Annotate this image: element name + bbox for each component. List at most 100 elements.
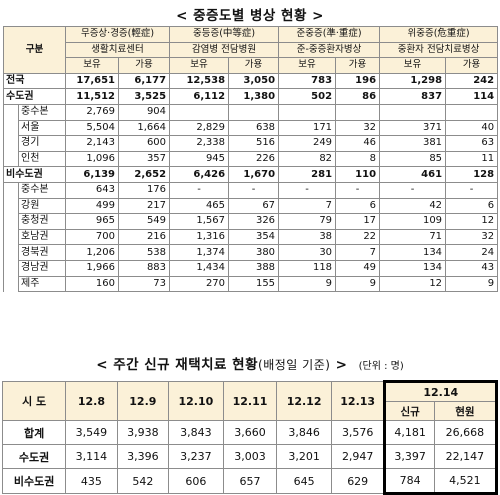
value-cell: 9	[445, 275, 499, 293]
value-cell: 3,549	[65, 420, 118, 445]
indent-cell	[3, 135, 19, 152]
value-cell: 67	[228, 197, 280, 215]
sub-header-new: 신규	[383, 401, 435, 421]
value-cell: 3,660	[222, 420, 278, 445]
date-header: 12.11	[222, 381, 278, 421]
value-cell: 32	[335, 119, 381, 137]
table-row: 인천 1,096 357 945 226 82 8 85 11	[3, 150, 499, 168]
region-label: 전국	[2, 72, 67, 90]
value-cell: 30	[278, 244, 337, 261]
value-cell: 2,947	[330, 444, 386, 469]
value-cell: 110	[335, 166, 381, 183]
value-cell: 17	[335, 213, 381, 230]
date-header: 12.13	[330, 381, 386, 421]
value-cell	[379, 103, 447, 121]
value-cell: 22	[335, 228, 381, 246]
value-cell: 6	[445, 197, 499, 215]
region-label: 비수도권	[2, 166, 67, 183]
value-cell: 388	[228, 259, 280, 277]
facility-header: 중환자 전담치료병상	[379, 41, 499, 59]
indent-cell	[3, 182, 19, 199]
value-cell: 1,966	[65, 259, 120, 277]
region-label: 경북권	[17, 244, 67, 261]
unit-label: (단위 : 명)	[358, 361, 404, 372]
value-cell: 8	[335, 150, 381, 168]
value-cell: 46	[335, 135, 381, 152]
indent-cell	[3, 120, 19, 136]
value-cell: 3,397	[383, 444, 435, 469]
value-cell: 638	[228, 119, 280, 137]
value-cell: -	[335, 181, 381, 199]
value-cell: -	[278, 181, 337, 199]
title-bracket-left: <	[96, 357, 109, 373]
region-label: 비수도권	[1, 468, 67, 494]
value-cell: 134	[379, 259, 447, 277]
value-cell: 6	[335, 197, 381, 215]
sub-header-own: 보유	[278, 57, 337, 74]
date-header: 12.10	[168, 381, 224, 421]
value-cell: 217	[118, 197, 171, 215]
value-cell: 1,664	[118, 119, 171, 137]
value-cell: 542	[116, 468, 170, 494]
value-cell	[228, 103, 280, 121]
sub-header-own: 보유	[379, 57, 447, 74]
region-label: 경기	[17, 135, 67, 152]
table-row: 제주 160 73 270 155 9 9 12 9	[3, 275, 499, 293]
value-cell: 499	[65, 197, 120, 215]
region-label: 충청권	[17, 213, 67, 230]
sub-header-avail: 가용	[228, 57, 280, 74]
date-header-row: 시 도 12.8 12.9 12.10 12.11 12.12 12.13 12…	[1, 380, 498, 421]
value-cell	[445, 103, 499, 121]
value-cell: 32	[445, 228, 499, 246]
gubun-header: 구분	[2, 26, 67, 74]
region-label: 제주	[17, 275, 67, 293]
value-cell: 9	[278, 275, 337, 293]
facility-header: 준-중증환자병상	[278, 41, 381, 59]
title-paren: (배정일 기준)	[258, 358, 331, 372]
value-cell: 1,374	[169, 244, 230, 261]
latest-sub-header-row: 신규 현원	[3, 401, 499, 421]
value-cell: 82	[278, 150, 337, 168]
indent-cell	[3, 244, 19, 261]
value-cell: 3,576	[330, 420, 386, 445]
group-header: 준중증(準·重症)	[278, 26, 381, 43]
value-cell: 3,846	[276, 420, 332, 445]
table-row: 합계 3,549 3,938 3,843 3,660 3,846 3,576 4,181 26,…	[1, 420, 499, 445]
value-cell: 73	[118, 275, 171, 293]
value-cell: 6,426	[169, 166, 230, 183]
value-cell: 9	[335, 275, 381, 293]
sub-header-avail: 가용	[445, 57, 499, 74]
value-cell: 354	[228, 228, 280, 246]
value-cell: 700	[65, 228, 120, 246]
table-row: 경남권 1,966 883 1,434 388 118 49 134 43	[3, 259, 499, 277]
value-cell: 38	[278, 228, 337, 246]
indent-cell	[3, 260, 19, 276]
date-header: 12.12	[276, 381, 332, 421]
bed-status-table: 구분 무증상·경증(輕症) 중등증(中等症) 준중증(準·重症) 위중증(危重症…	[2, 26, 499, 293]
value-cell	[278, 103, 337, 121]
region-label: 중수본	[17, 103, 67, 121]
value-cell: 600	[118, 135, 171, 152]
region-label: 수도권	[2, 88, 67, 105]
value-cell: 380	[228, 244, 280, 261]
value-cell: 43	[445, 259, 499, 277]
title-bracket-right: >	[335, 357, 348, 373]
value-cell: 6,177	[118, 72, 171, 90]
value-cell: 86	[335, 88, 381, 105]
table-row: 비수도권 6,139 2,652 6,426 1,670 281 110 461 128	[2, 166, 499, 183]
value-cell: 1,434	[169, 259, 230, 277]
value-cell: 3,114	[65, 444, 118, 469]
region-label: 호남권	[17, 228, 67, 246]
value-cell: 1,567	[169, 213, 230, 230]
region-label: 인천	[17, 150, 67, 168]
value-cell	[335, 103, 381, 121]
sub-header-avail: 가용	[118, 57, 171, 74]
value-cell: 3,396	[116, 444, 170, 469]
header-sub-row: 보유 가용 보유 가용 보유 가용 보유 가용	[4, 57, 499, 74]
value-cell: 502	[278, 88, 337, 105]
value-cell: 965	[65, 213, 120, 230]
sub-header-own: 보유	[65, 57, 120, 74]
sub-header-current: 현원	[433, 401, 499, 421]
value-cell: 465	[169, 197, 230, 215]
value-cell: 49	[335, 259, 381, 277]
